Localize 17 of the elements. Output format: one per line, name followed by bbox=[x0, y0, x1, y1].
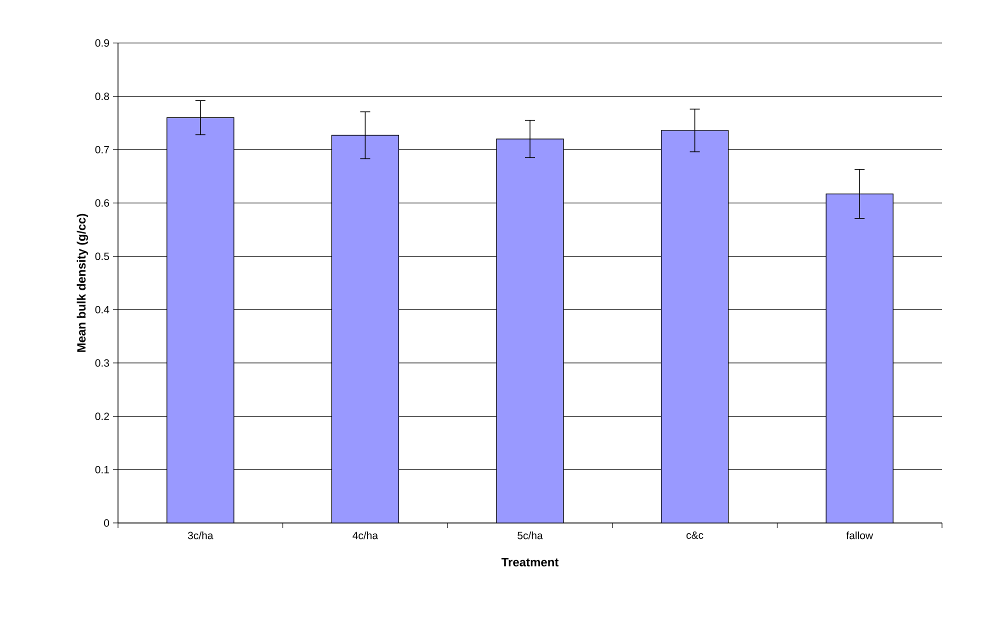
y-tick-label: 0.8 bbox=[95, 92, 110, 100]
x-tick-label: c&c bbox=[686, 532, 704, 539]
y-tick-label: 0.6 bbox=[95, 199, 110, 207]
x-tick-label: 3c/ha bbox=[188, 532, 214, 540]
y-axis-title: Mean bulk density (g/cc) bbox=[76, 214, 88, 352]
y-tick-label: 0.3 bbox=[95, 359, 110, 367]
y-tick-label: 0.4 bbox=[95, 306, 110, 314]
x-axis-title: Treatment bbox=[501, 558, 559, 566]
y-tick-label: 0.5 bbox=[95, 252, 110, 260]
y-tick-label: 0.2 bbox=[95, 412, 109, 420]
y-tick-label: 0 bbox=[104, 519, 110, 527]
y-tick-label: 0.7 bbox=[95, 146, 109, 154]
y-tick-label: 0.1 bbox=[95, 466, 109, 474]
x-tick-label: 5c/ha bbox=[518, 532, 543, 540]
x-tick-label: fallow bbox=[846, 532, 874, 540]
y-tick-label: 0.9 bbox=[95, 39, 109, 47]
x-tick-label: 4c/ha bbox=[352, 532, 378, 540]
